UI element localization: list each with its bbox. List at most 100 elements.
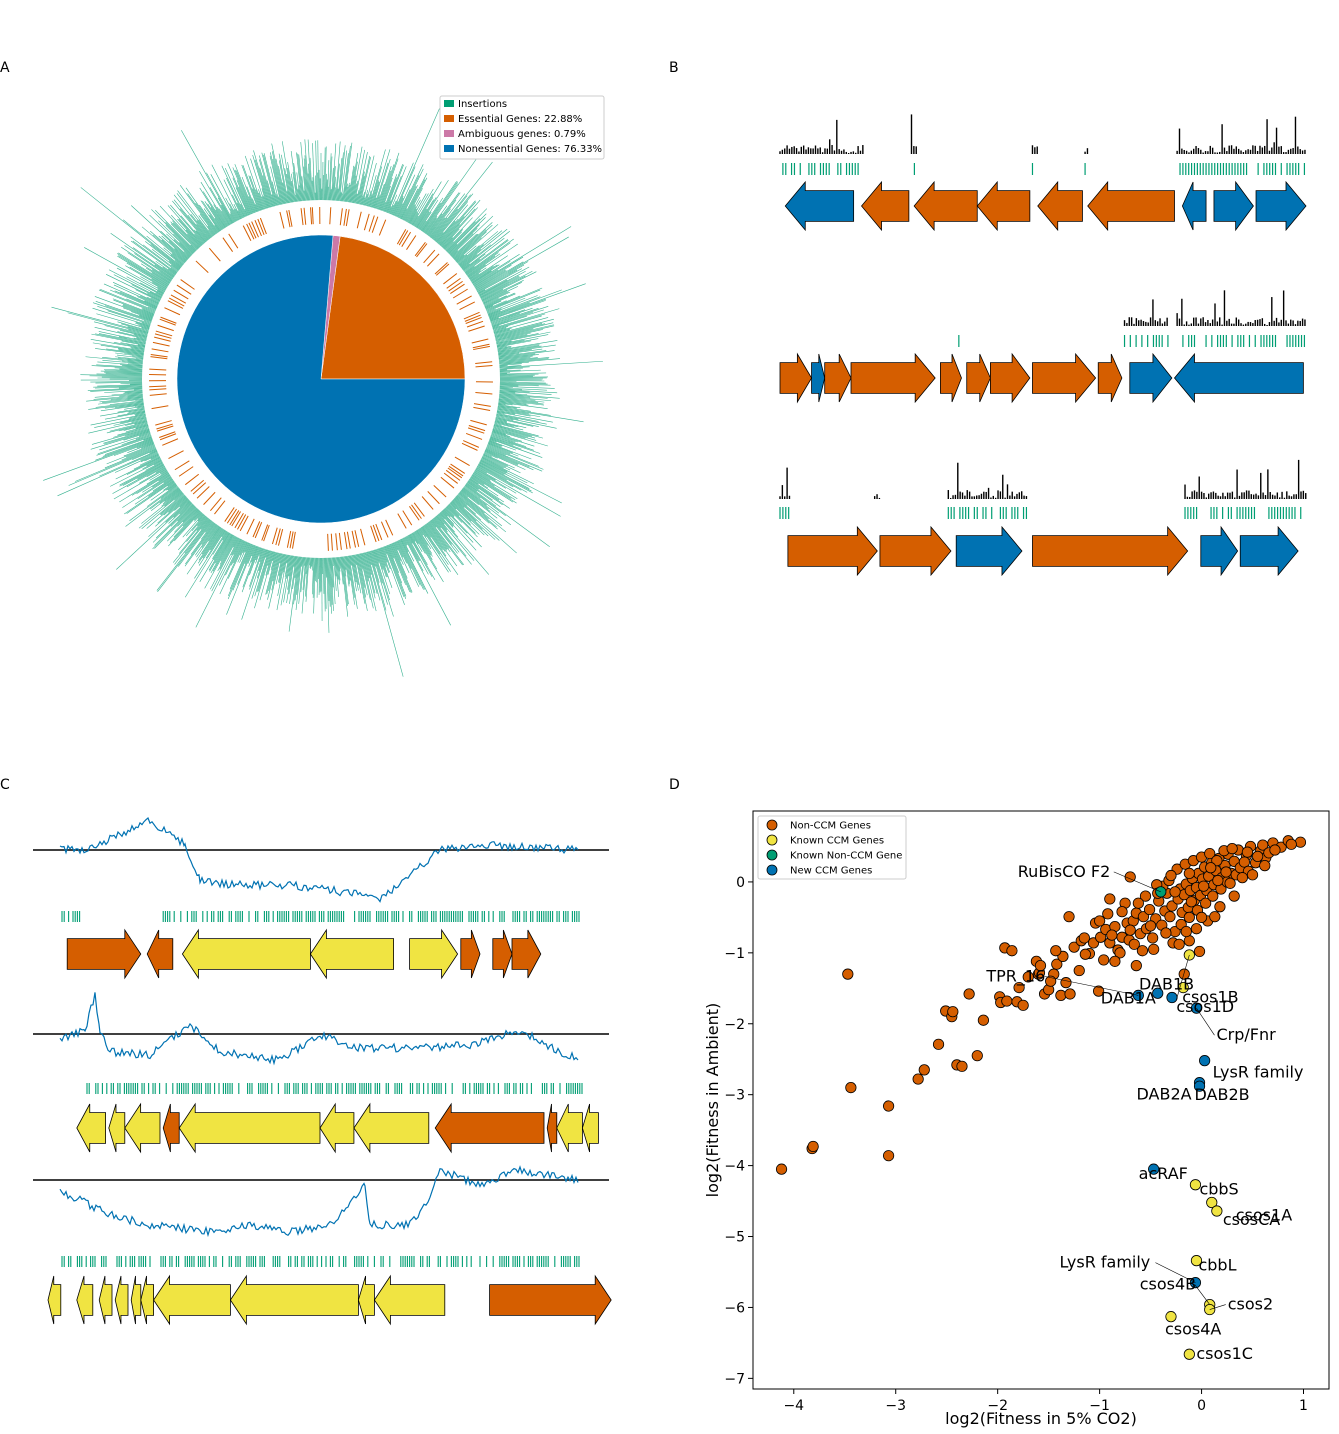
insertion-spike: [358, 155, 371, 206]
essential-gene-tick: [459, 301, 476, 311]
insertion-spike: [496, 407, 584, 423]
insertion-spike: [419, 220, 427, 232]
insertion-spike: [199, 187, 226, 229]
x-tick-label: 1: [1299, 1398, 1308, 1414]
insertion-spike: [488, 302, 530, 319]
essential-gene-tick: [310, 207, 313, 225]
insertion-spike: [394, 197, 404, 218]
insertion-spike: [229, 542, 251, 590]
insertion-spike: [478, 270, 526, 297]
insertion-spike: [246, 186, 258, 214]
insertion-spike: [372, 197, 377, 209]
insertion-spike: [370, 549, 376, 567]
data-point-noncm: [1064, 988, 1076, 1000]
insertion-spike: [123, 423, 149, 431]
gene-arrow: [811, 353, 826, 403]
insertion-spike: [498, 385, 555, 389]
insertion-spike: [409, 193, 429, 226]
insertion-spike: [288, 555, 299, 632]
insertion-spike: [498, 369, 541, 373]
insertion-spike: [113, 417, 148, 426]
insertion-spike: [284, 554, 290, 577]
insertion-spike: [434, 232, 444, 243]
insertion-spike: [135, 412, 147, 416]
data-point-noncm: [918, 1064, 930, 1076]
insertion-spike: [214, 218, 224, 231]
insertion-spike: [407, 199, 421, 224]
insertion-spike: [103, 429, 151, 444]
insertion-spike: [329, 556, 333, 605]
insertion-spike: [143, 320, 153, 324]
insertion-spike: [159, 487, 181, 504]
insertion-spike: [384, 164, 404, 213]
essential-gene-tick: [311, 207, 314, 225]
insertion-spike: [388, 543, 406, 585]
insertion-spike: [239, 540, 247, 556]
insertion-spike: [356, 553, 367, 598]
insertion-spike: [302, 556, 307, 590]
insertion-spike: [150, 297, 161, 303]
insertion-spike: [125, 444, 156, 458]
insertion-spike: [308, 556, 311, 566]
insertion-spike: [115, 403, 145, 409]
insertion-spike: [229, 203, 240, 222]
insertion-spike: [497, 404, 517, 409]
insertion-spike: [498, 365, 508, 367]
insertion-spike: [183, 251, 191, 258]
insertion-spike: [95, 333, 147, 345]
insertion-spike: [494, 328, 534, 339]
insertion-spike: [278, 553, 285, 583]
essential-gene-tick: [351, 530, 357, 548]
insertion-spike: [118, 349, 145, 354]
insertion-spike: [230, 212, 237, 223]
panel-label-d: D: [669, 777, 680, 793]
essential-gene-tick: [159, 431, 176, 438]
insertion-spike: [423, 145, 487, 234]
insertion-spike: [120, 342, 146, 348]
gene-annotation-label: csos1C: [1196, 1344, 1253, 1363]
insertion-spike: [332, 166, 336, 202]
insertion-spike: [150, 230, 187, 263]
insertion-spike: [387, 206, 392, 215]
panel-b-gene-tracks: [779, 114, 1307, 577]
insertion-spike: [141, 327, 150, 331]
insertion-spike: [473, 256, 524, 288]
insertion-spike: [486, 308, 502, 315]
insertion-spike: [359, 552, 371, 601]
insertion-spike: [233, 536, 240, 548]
insertion-spike: [309, 157, 313, 202]
insertion-spike: [377, 170, 391, 211]
data-point-noncm: [977, 1014, 990, 1026]
insertion-spike: [109, 421, 149, 432]
insertion-spike: [265, 548, 269, 558]
insertion-spike: [132, 247, 176, 278]
insertion-spike: [96, 364, 144, 369]
insertion-spike: [391, 542, 408, 579]
insertion-spike: [259, 159, 274, 208]
insertion-spike: [498, 361, 529, 365]
gene-arrow: [108, 1103, 126, 1153]
insertion-spike: [294, 555, 299, 578]
insertion-spike: [100, 344, 146, 353]
insertion-spike: [276, 553, 288, 611]
insertion-spike: [200, 181, 229, 228]
y-tick-label: −2: [724, 1017, 745, 1033]
insertion-spike: [223, 179, 244, 220]
insertion-spike: [401, 188, 419, 221]
insertion-spike: [354, 553, 366, 604]
insertion-spike: [215, 533, 233, 564]
insertion-spike: [85, 356, 144, 363]
gene-arrow: [976, 180, 1031, 232]
insertion-spike: [349, 554, 352, 566]
insertion-spike: [119, 471, 170, 503]
insertion-spike: [153, 460, 163, 466]
insertion-spike: [184, 522, 217, 567]
insertion-spike: [475, 261, 529, 292]
insertion-spike: [497, 353, 536, 359]
insertion-spike: [424, 215, 438, 235]
essential-gene-tick: [286, 530, 292, 548]
insertion-spike: [286, 553, 289, 564]
insertion-spike: [135, 357, 145, 360]
insertion-spike: [300, 142, 307, 202]
insertion-spike: [168, 501, 192, 524]
